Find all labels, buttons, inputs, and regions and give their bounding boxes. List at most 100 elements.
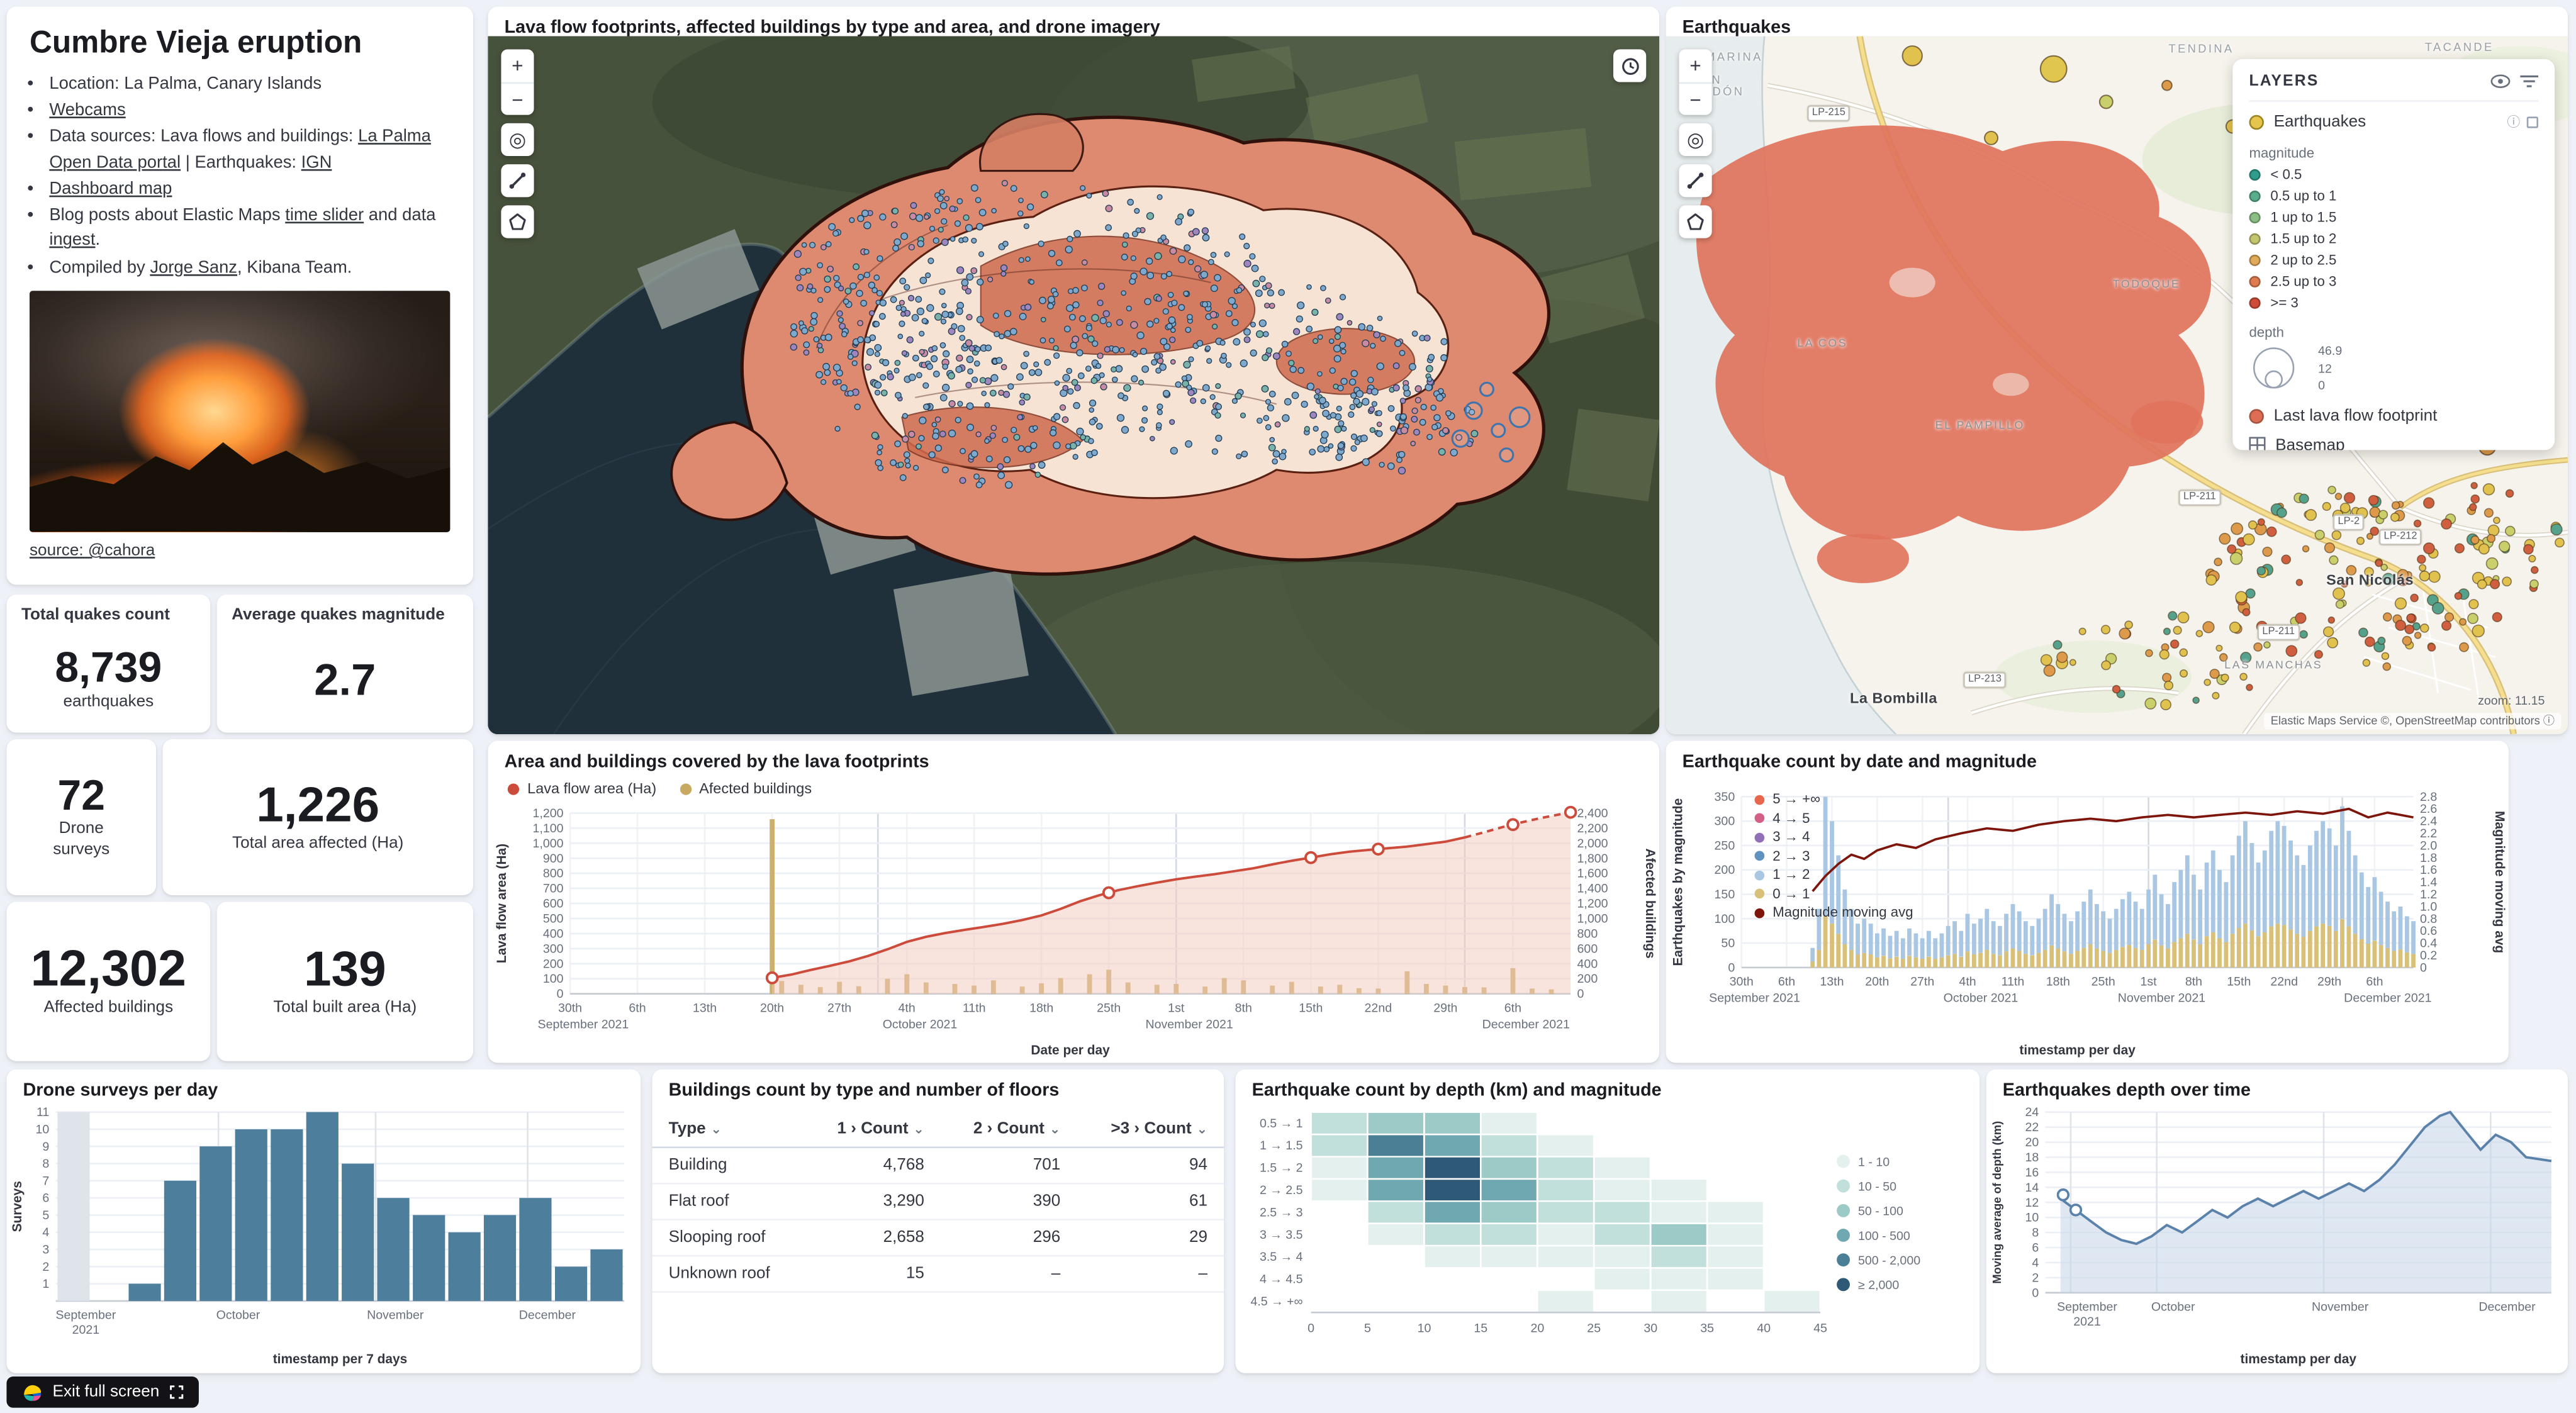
table-column-header[interactable]: Type ⌄	[652, 1112, 805, 1149]
depth-over-time-chart[interactable]: 0 2 4 6 8 10 12 14 16 18 20 22 24 September 2021 Octobe…	[1986, 1099, 2568, 1373]
layer-mini-icons[interactable]: ⓘ	[2507, 113, 2538, 131]
depth-circles-icon	[2253, 347, 2295, 389]
metric-total-quakes: Total quakes count 8,739 earthquakes	[6, 595, 211, 733]
svg-text:150: 150	[1715, 888, 1735, 902]
table-cell: Unknown roof	[652, 1256, 805, 1293]
timeslider-button[interactable]	[1613, 49, 1647, 82]
svg-text:22: 22	[2025, 1120, 2039, 1134]
legend-item[interactable]: 2 → 3	[1754, 847, 1913, 866]
md-text: Compiled by	[49, 257, 150, 277]
layer-lava-footprint[interactable]: Last lava flow footprint	[2249, 406, 2538, 425]
table-column-header[interactable]: 1 › Count ⌄	[804, 1112, 941, 1149]
svg-text:100: 100	[543, 972, 564, 986]
layer-label: Basemap	[2275, 436, 2345, 450]
magnitude-label: >= 3	[2270, 294, 2299, 311]
svg-text:2.4: 2.4	[2420, 815, 2437, 829]
md-link[interactable]: time slider	[285, 205, 364, 225]
draw-tool-button[interactable]	[1679, 205, 1712, 238]
legend-item[interactable]: 0 → 1	[1754, 885, 1913, 903]
info-bullet: Compiled by Jorge Sanz, Kibana Team.	[49, 255, 469, 281]
table-cell: –	[941, 1256, 1077, 1293]
svg-text:6: 6	[2032, 1241, 2039, 1255]
md-link[interactable]: IGN	[301, 152, 332, 172]
zoom-in-button[interactable]: +	[501, 49, 534, 82]
svg-text:10: 10	[2025, 1211, 2039, 1225]
measure-tool-button[interactable]	[1679, 164, 1712, 198]
magnitude-label: 2.5 up to 3	[2270, 272, 2337, 289]
legend-item[interactable]: 4 → 5	[1754, 809, 1913, 828]
legend-swatch	[1754, 851, 1765, 861]
legend-item[interactable]: Lava flow area (Ha)	[507, 780, 656, 796]
set-view-button[interactable]: ◎	[501, 123, 534, 157]
map-controls: + − ◎	[1679, 49, 1712, 238]
svg-text:8th: 8th	[2185, 975, 2202, 989]
md-link[interactable]: La Palma Open Data portal	[49, 127, 431, 172]
svg-text:4: 4	[2032, 1256, 2039, 1270]
svg-text:20: 20	[2025, 1136, 2039, 1149]
svg-text:22nd: 22nd	[2270, 975, 2298, 989]
svg-text:3: 3	[42, 1243, 49, 1257]
exit-fullscreen-button[interactable]: Exit full screen	[6, 1377, 199, 1408]
svg-text:500: 500	[543, 912, 564, 926]
zoom-out-button[interactable]: −	[501, 82, 534, 115]
legend-item[interactable]: 1 → 2	[1754, 866, 1913, 885]
layer-basemap[interactable]: Basemap	[2249, 436, 2538, 450]
md-link[interactable]: Webcams	[49, 100, 126, 121]
lava-map[interactable]: + − ◎	[488, 36, 1660, 735]
zoom-out-button[interactable]: −	[1679, 82, 1712, 115]
drone-surveys-chart[interactable]: 1 2 3 4 5 6 7 8 9 10 11 September 2021 October Novembe…	[6, 1102, 641, 1373]
svg-text:9: 9	[42, 1140, 49, 1154]
legend-item[interactable]: 3 → 4	[1754, 828, 1913, 847]
quake-count-chart[interactable]: 30th September 2021 6th 13th 20th 27th 4th Octo…	[1666, 774, 2509, 1063]
panel-title: Earthquake count by depth (km) and magni…	[1252, 1081, 1662, 1101]
legend-swatch	[1754, 813, 1765, 824]
legend-item[interactable]: Afected buildings	[679, 780, 812, 796]
lava-area-chart[interactable]: 30th September 2021 6th 13th 20th 27th 4th Octo…	[488, 803, 1659, 1063]
legend-swatch	[1754, 908, 1765, 918]
photo-source-link[interactable]: source: @cahora	[29, 541, 155, 560]
legend-item[interactable]: Magnitude moving avg	[1754, 903, 1913, 922]
svg-text:12: 12	[2025, 1196, 2039, 1210]
table-cell: –	[1077, 1256, 1224, 1293]
svg-text:2.6: 2.6	[2420, 802, 2437, 816]
md-link[interactable]: Jorge Sanz	[150, 257, 238, 277]
svg-text:4 → 4.5: 4 → 4.5	[1260, 1273, 1303, 1287]
lava-map-canvas[interactable]	[488, 36, 1660, 735]
quake-count-chart-panel: Earthquake count by date and magnitude 5…	[1666, 740, 2509, 1063]
svg-text:500 - 2,000: 500 - 2,000	[1858, 1254, 1920, 1268]
metric-label: Total area affected (Ha)	[232, 834, 404, 852]
md-link[interactable]: Dashboard map	[49, 179, 172, 199]
depth-magnitude-heatmap[interactable]: 0.5 → 1 1 → 1.5 1.5 → 2 2 → 2.5 2.5 → 3 3 → 3…	[1235, 1102, 1980, 1373]
svg-text:1,600: 1,600	[1577, 867, 1608, 881]
md-link[interactable]: ingest	[49, 230, 96, 250]
layers-title: LAYERS	[2249, 72, 2319, 91]
svg-text:15th: 15th	[1299, 1001, 1323, 1015]
legend-item[interactable]: 5 → +∞	[1754, 790, 1913, 809]
layer-earthquakes[interactable]: Earthquakes ⓘ	[2249, 113, 2538, 131]
table-column-header[interactable]: 2 › Count ⌄	[941, 1112, 1077, 1149]
svg-text:25th: 25th	[1097, 1001, 1121, 1015]
metric-value: 12,302	[30, 940, 187, 998]
map-attribution[interactable]: Elastic Maps Service ©, OpenStreetMap co…	[2264, 713, 2562, 730]
svg-text:25th: 25th	[2092, 975, 2115, 989]
table-cell: 29	[1077, 1219, 1224, 1257]
eye-icon[interactable]	[2490, 74, 2511, 88]
svg-text:100: 100	[1715, 912, 1735, 926]
exit-fullscreen-icon	[170, 1385, 184, 1399]
layer-filter-icon[interactable]	[2520, 74, 2538, 88]
road-shield: LP-211	[2178, 489, 2221, 506]
table-column-header[interactable]: >3 › Count ⌄	[1077, 1112, 1224, 1149]
svg-text:2,200: 2,200	[1577, 822, 1608, 835]
svg-text:September 2021: September 2021	[538, 1017, 629, 1031]
magnitude-legend-item: 2.5 up to 3	[2249, 272, 2538, 289]
svg-text:30th: 30th	[1730, 975, 1754, 989]
svg-text:1.2: 1.2	[2420, 888, 2437, 902]
svg-text:Earthquakes by magnitude: Earthquakes by magnitude	[1671, 798, 1686, 966]
measure-tool-button[interactable]	[501, 164, 534, 198]
zoom-in-button[interactable]: +	[1679, 49, 1712, 82]
draw-tool-button[interactable]	[501, 205, 534, 238]
drone-chart-panel: Drone surveys per day 1 2 3 4 5 6 7 8 9 10 11 Septe…	[6, 1069, 641, 1373]
set-view-button[interactable]: ◎	[1679, 123, 1712, 157]
